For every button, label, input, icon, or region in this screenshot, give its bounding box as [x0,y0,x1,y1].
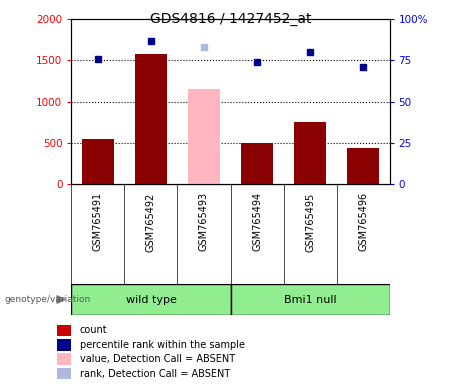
Bar [347,148,379,184]
Bar [241,143,273,184]
Text: percentile rank within the sample: percentile rank within the sample [79,340,244,350]
Text: rank, Detection Call = ABSENT: rank, Detection Call = ABSENT [79,369,230,379]
Bar [82,139,114,184]
Text: GSM765493: GSM765493 [199,192,209,252]
Text: GSM765494: GSM765494 [252,192,262,252]
Bar [57,324,71,336]
Text: GSM765492: GSM765492 [146,192,156,252]
Bar [135,54,167,184]
Text: GSM765491: GSM765491 [93,192,103,252]
Text: value, Detection Call = ABSENT: value, Detection Call = ABSENT [79,354,235,364]
Text: GSM765496: GSM765496 [358,192,368,252]
Text: GDS4816 / 1427452_at: GDS4816 / 1427452_at [150,12,311,25]
Bar [230,284,390,315]
Text: Bmi1 null: Bmi1 null [284,295,337,305]
Text: genotype/variation: genotype/variation [5,295,91,304]
Text: count: count [79,326,107,336]
Bar [188,89,220,184]
Bar [57,368,71,379]
Bar [57,353,71,365]
Bar [71,284,230,315]
Bar [57,339,71,351]
Text: wild type: wild type [125,295,177,305]
Bar [294,122,326,184]
Text: GSM765495: GSM765495 [305,192,315,252]
